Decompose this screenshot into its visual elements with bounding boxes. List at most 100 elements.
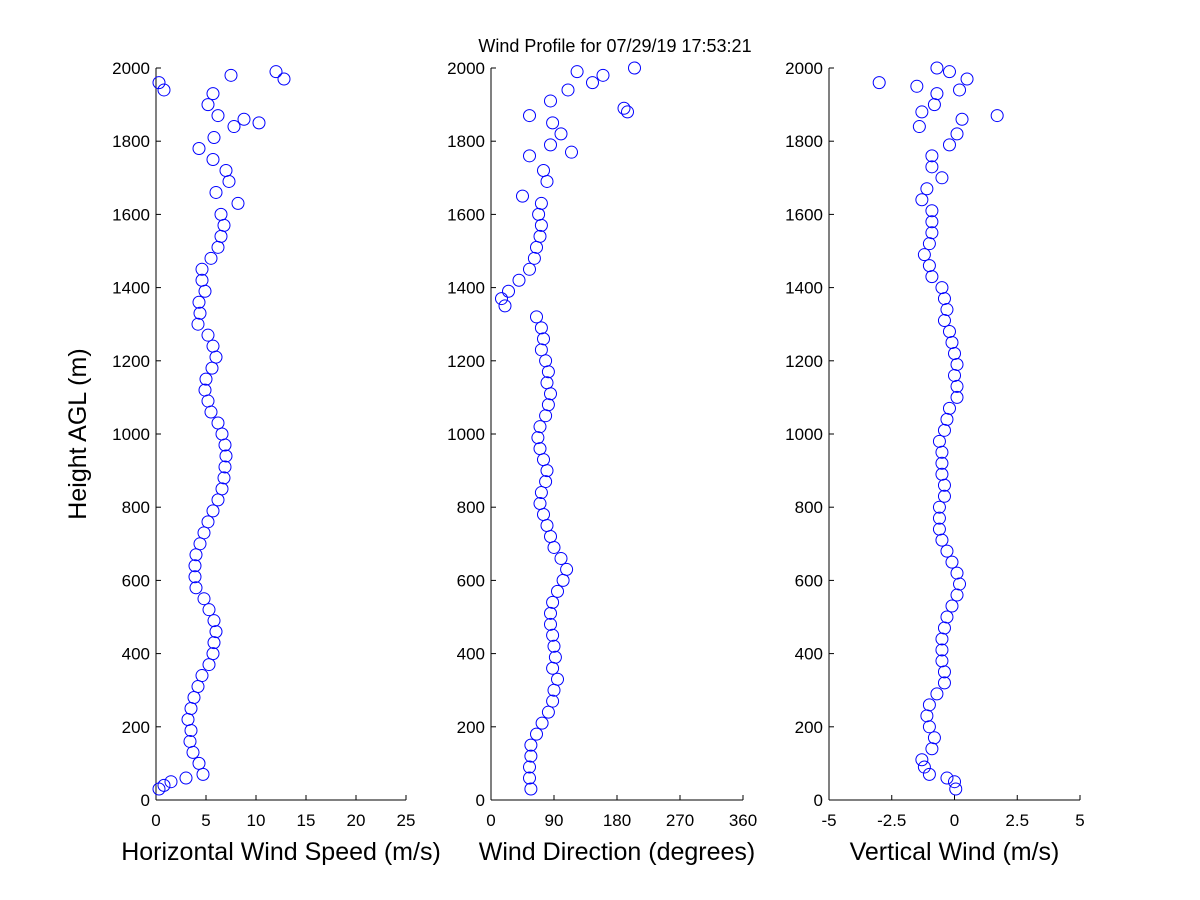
data-point [942,65,956,79]
data-point [195,669,209,683]
data-point [942,325,956,339]
data-point [570,65,584,79]
y-tick-label: 1000 [447,425,485,444]
data-point [207,614,221,628]
x-tick-label: 25 [397,811,416,830]
data-point [198,383,212,397]
data-point [949,782,963,796]
data-point [534,343,548,357]
data-point [202,603,216,617]
data-point [206,87,220,101]
data-point [548,650,562,664]
data-point [217,471,231,485]
data-point [540,376,554,390]
data-point [534,196,548,210]
x-tick-label: 0 [950,811,959,830]
data-point [218,460,232,474]
data-point [917,248,931,262]
data-point [872,76,886,90]
data-point [512,273,526,287]
data-point [940,544,954,558]
data-point [554,551,568,565]
y-tick-label: 1800 [785,132,823,151]
data-point [192,295,206,309]
data-point [269,65,283,79]
x-tick-label: 180 [603,811,631,830]
data-point [197,592,211,606]
data-point [534,486,548,500]
data-point [206,504,220,518]
data-point [157,778,171,792]
data-point [960,72,974,86]
x-tick-label: 15 [297,811,316,830]
data-point [935,654,949,668]
data-point [206,339,220,353]
y-tick-label: 800 [122,498,150,517]
data-point [193,306,207,320]
data-point [530,727,543,741]
data-point [523,771,536,785]
data-point [189,581,203,595]
data-point [215,482,229,496]
y-tick-label: 1200 [447,352,485,371]
data-point [192,142,206,156]
x-tick-label: 0 [486,811,495,830]
y-tick-label: 600 [122,571,150,590]
data-point [915,105,929,119]
y-tick-label: 200 [795,718,823,737]
data-point [516,189,529,203]
data-point [935,281,949,295]
data-point [523,109,536,123]
data-point [940,771,954,785]
y-tick-label: 2000 [112,59,150,78]
y-tick-label: 0 [814,791,823,810]
y-tick-label: 1800 [447,132,485,151]
data-point [925,204,939,218]
data-point [252,116,266,130]
data-point [925,226,939,240]
data-point [628,61,641,75]
data-point [204,251,218,265]
data-point [546,628,560,642]
data-point [544,606,557,620]
x-axis-label: Horizontal Wind Speed (m/s) [121,838,441,866]
data-point [201,515,215,529]
data-point [922,698,936,712]
data-point [935,467,949,481]
data-point [524,738,538,752]
x-tick-label: 90 [545,811,564,830]
data-point [948,775,961,789]
data-point [224,68,238,82]
data-point [910,79,924,93]
x-tick-label: 10 [247,811,266,830]
data-point [544,617,557,631]
data-point [925,149,939,163]
data-point [191,317,205,331]
data-point [541,398,555,412]
data-point [537,163,550,177]
data-point [937,489,951,503]
y-tick-label: 0 [141,791,150,810]
x-tick-label: 0 [151,811,160,830]
data-point [524,782,538,796]
x-tick-label: 360 [729,811,757,830]
data-point [925,160,939,174]
data-point [209,185,223,199]
data-point [935,643,949,657]
data-point [209,625,223,639]
x-axis-label: Vertical Wind (m/s) [850,838,1060,866]
data-point [565,145,578,159]
data-point [915,753,929,767]
data-point [932,511,946,525]
data-point [183,734,197,748]
data-point [551,584,564,598]
data-point [551,672,564,686]
data-point [539,354,553,368]
data-point [953,83,967,97]
data-point [922,259,936,273]
y-tick-label: 1400 [112,279,150,298]
data-point [915,193,929,207]
data-point [621,105,634,119]
